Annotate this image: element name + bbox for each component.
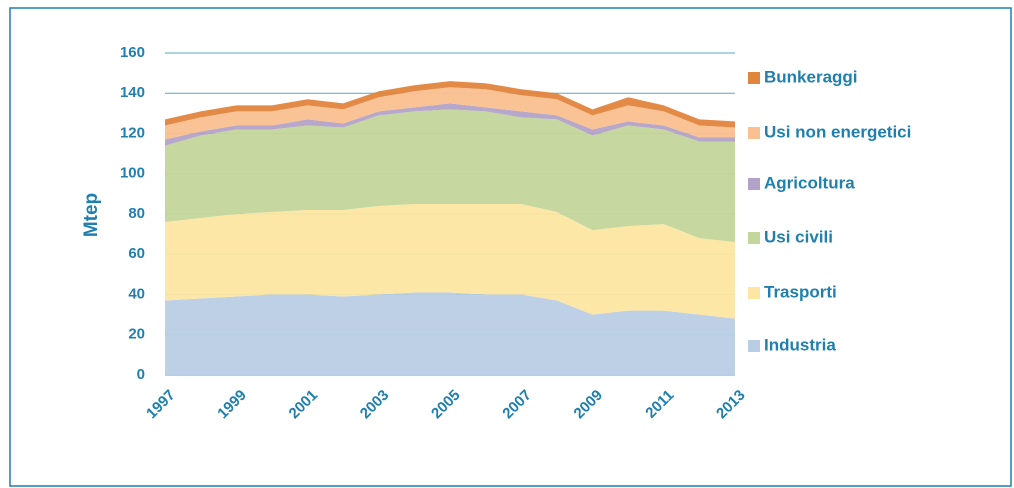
legend-swatch — [748, 232, 760, 244]
x-tick-label: 1999 — [214, 387, 250, 423]
y-tick-label: 140 — [120, 84, 145, 101]
y-tick-label: 100 — [120, 165, 145, 182]
legend-swatch — [748, 287, 760, 299]
y-tick-label: 120 — [120, 124, 145, 141]
x-tick-label: 2001 — [286, 387, 322, 423]
y-tick-label: 0 — [137, 366, 145, 383]
legend-label: Bunkeraggi — [764, 67, 858, 86]
area — [165, 203, 735, 319]
legend-label: Industria — [764, 335, 836, 354]
area — [165, 81, 735, 128]
x-tick-label: 2005 — [428, 387, 464, 423]
legend-swatch — [748, 340, 760, 352]
area — [165, 87, 735, 140]
area — [165, 103, 735, 146]
y-tick-label: 20 — [128, 326, 145, 343]
area — [165, 109, 735, 243]
x-tick-label: 2009 — [571, 387, 607, 423]
x-tick-label: 1997 — [143, 387, 179, 423]
area — [165, 292, 735, 375]
y-tick-label: 60 — [128, 245, 145, 262]
x-tick-label: 2013 — [713, 387, 749, 423]
frame — [9, 7, 1012, 487]
x-tick-label: 2007 — [499, 387, 535, 423]
legend-swatch — [748, 127, 760, 139]
x-tick-label: 2011 — [642, 387, 677, 422]
legend-swatch — [748, 72, 760, 84]
y-tick-label: 80 — [128, 205, 145, 222]
y-tick-label: 160 — [120, 44, 145, 61]
legend-swatch — [748, 178, 760, 190]
legend-label: Usi non energetici — [764, 122, 911, 141]
legend-label: Usi civili — [764, 227, 833, 246]
x-tick-label: 2003 — [357, 387, 393, 423]
y-axis-label: Mtep — [81, 193, 102, 237]
legend-label: Agricoltura — [764, 173, 855, 192]
y-tick-label: 40 — [128, 285, 145, 302]
legend-label: Trasporti — [764, 282, 837, 301]
